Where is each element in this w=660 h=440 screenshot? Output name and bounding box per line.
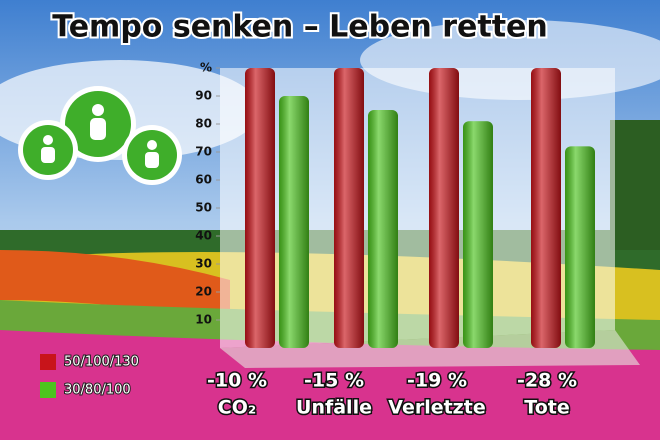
x-tick-label: Unfälle — [296, 397, 372, 419]
legend-swatch — [40, 354, 56, 370]
y-tick-label: 50 — [195, 201, 212, 215]
y-tick-label: 90 — [195, 89, 212, 103]
bar — [463, 121, 493, 348]
change-label: -15 % — [304, 370, 364, 392]
legend-swatch — [40, 382, 56, 398]
bar — [368, 110, 398, 348]
bar — [565, 146, 595, 348]
y-tick-label: 70 — [195, 145, 212, 159]
chart-title: Tempo senken – Leben retten — [52, 10, 548, 45]
y-tick-label: 60 — [195, 173, 212, 187]
y-tick-label: 80 — [195, 117, 212, 131]
y-tick-label: 10 — [195, 313, 212, 327]
y-tick-label: 40 — [195, 229, 212, 243]
bar — [245, 68, 275, 348]
change-label: -10 % — [207, 370, 267, 392]
legend-label: 30/80/100 — [64, 383, 131, 398]
y-tick-label: % — [200, 61, 212, 75]
change-label: -28 % — [517, 370, 577, 392]
bar — [429, 68, 459, 348]
icons — [18, 86, 182, 185]
bar — [279, 96, 309, 348]
x-tick-label: Verletzte — [388, 397, 485, 419]
y-tick-label: 30 — [195, 257, 212, 271]
bar — [531, 68, 561, 348]
bar — [334, 68, 364, 348]
x-tick-label: CO₂ — [218, 397, 256, 419]
y-tick-label: 20 — [195, 285, 212, 299]
change-label: -19 % — [407, 370, 467, 392]
legend-label: 50/100/130 — [64, 355, 139, 370]
x-tick-label: Tote — [524, 397, 569, 419]
